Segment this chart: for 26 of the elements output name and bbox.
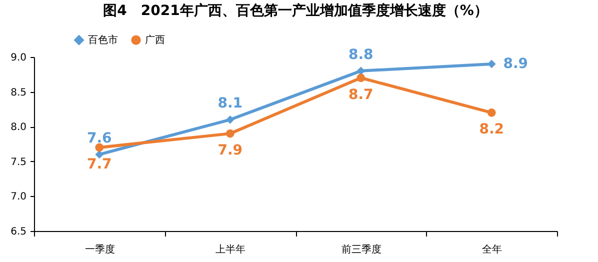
legend-label: 百色市 [88, 34, 118, 46]
data-label: 8.2 [479, 122, 504, 138]
x-tick-label: 全年 [482, 244, 502, 256]
data-label: 7.6 [86, 130, 112, 146]
legend-label: 广西 [145, 34, 165, 46]
y-tick-label: 8.0 [10, 122, 26, 134]
point [95, 143, 104, 152]
y-tick-label: 6.5 [10, 226, 26, 238]
x-tick-label: 前三季度 [341, 244, 382, 256]
point [487, 108, 496, 117]
data-label: 8.7 [348, 86, 374, 103]
point [356, 74, 366, 82]
x-tick-label: 上半年 [216, 244, 246, 256]
data-label: 8.8 [348, 46, 374, 63]
y-tick-label: 9.0 [10, 52, 26, 64]
data-label: 7.9 [218, 142, 243, 159]
point [226, 129, 234, 138]
chart-title: 图4 2021年广西、百色第一产业增加值季度增长速度（%） [103, 2, 488, 19]
point [226, 115, 234, 124]
x-tick-label: 一季度 [84, 244, 115, 256]
y-tick-label: 8.5 [10, 87, 26, 98]
data-label: 8.9 [503, 56, 528, 72]
data-label: 8.1 [218, 96, 243, 112]
y-tick-label: 7.5 [10, 156, 26, 168]
y-tick-label: 7.0 [10, 192, 26, 203]
data-label: 7.7 [86, 156, 112, 172]
